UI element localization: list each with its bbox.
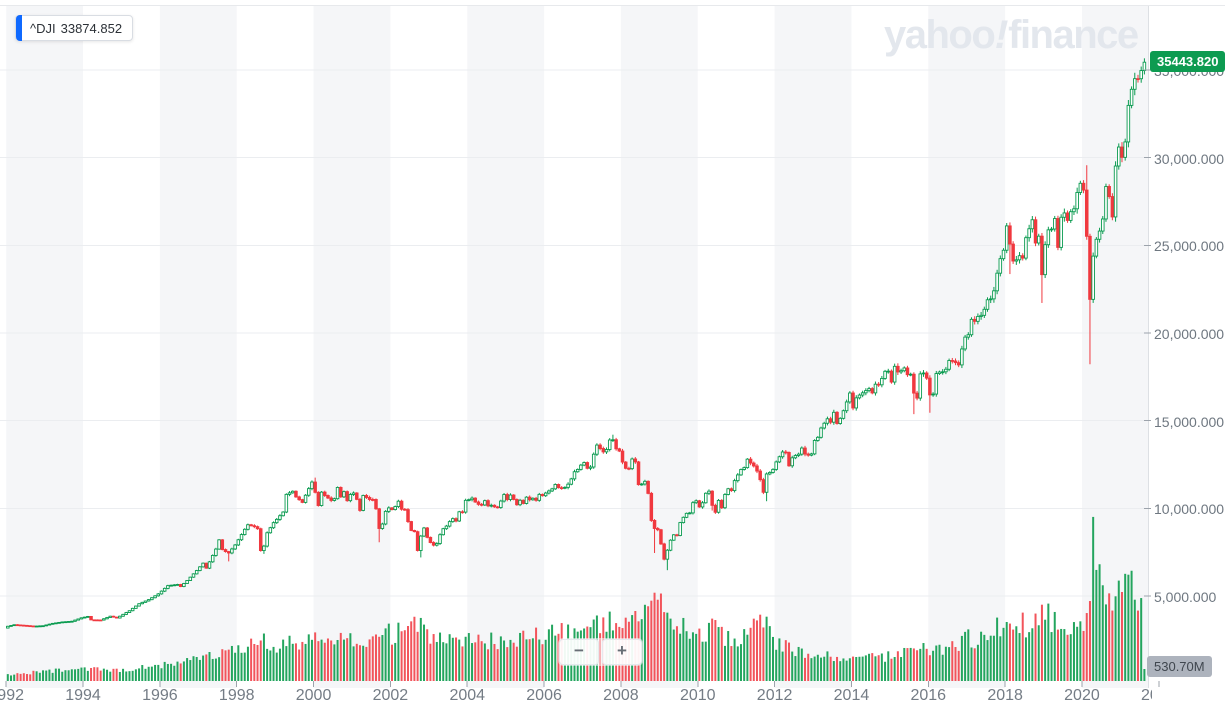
y-axis-label: 5,000.000 [1154,588,1217,605]
x-axis-label: 2002 [372,687,409,704]
x-axis-label: 2014 [833,687,870,704]
x-axis-label: 2012 [756,687,793,704]
x-axis-label: 2000 [295,687,332,704]
logo-finance-text: finance [1008,13,1139,57]
x-axis-label: 1994 [65,687,101,704]
y-axis-label: 20,000.000 [1154,325,1225,342]
background-stripe [159,6,237,688]
x-axis-label: 2006 [526,687,562,704]
background-stripe [6,6,84,688]
y-axis-label: 10,000.000 [1154,501,1225,518]
x-axis-label: 2020 [1064,687,1100,704]
x-axis-label: 2016 [910,687,947,704]
x-axis-label: 2004 [449,687,486,704]
y-axis-label: 25,000.000 [1154,238,1225,255]
candles [6,58,1147,629]
ticker-symbol: ^DJI [30,20,56,36]
logo-yahoo-text: yahoo [884,13,996,57]
zoom-out-button[interactable]: − [559,639,599,665]
background-stripe [467,6,545,688]
x-axis-label: 1998 [218,687,255,704]
background-stripe [774,6,852,688]
background-stripe [620,6,698,688]
ticker-color-bar [16,15,22,41]
time-axis: 1992 1994 1996 1998 2000 2002 2004 2006 2008 2010… [0,687,1152,707]
ticker-legend-badge: ^DJI 33874.852 [15,15,134,41]
x-axis-label: 1992 [0,687,24,704]
last-volume-badge: 530.70M [1147,656,1212,677]
x-axis-label: 2018 [987,687,1023,704]
zoom-in-button[interactable]: + [602,639,642,665]
y-axis-label: 15,000.000 [1154,413,1225,430]
last-price-badge: 35443.820 [1150,51,1225,72]
x-axis-label: 2010 [679,687,716,704]
background-stripe [313,6,391,688]
x-axis-label: 2022 [1141,687,1152,704]
x-axis-label: 1996 [142,687,178,704]
zoom-controls: − + [558,638,643,666]
ticker-value: 33874.852 [60,20,123,36]
yahoo-finance-logo: yahoo!finance [884,13,1139,58]
x-axis-label: 2008 [603,687,639,704]
y-axis-label: 30,000.000 [1154,150,1225,167]
